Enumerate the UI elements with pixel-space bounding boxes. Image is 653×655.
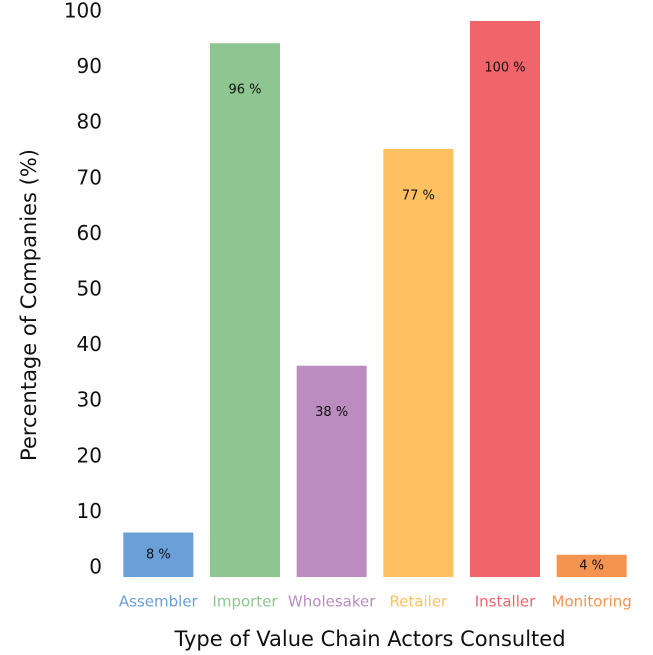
y-tick-label: 70 [77, 165, 102, 189]
y-tick-label: 50 [77, 277, 102, 301]
x-tick-label: Importer [212, 593, 278, 611]
data-label: 38 % [315, 405, 348, 420]
data-label: 100 % [484, 61, 525, 76]
y-tick-label: 20 [77, 443, 102, 467]
bar [296, 365, 367, 577]
data-label: 96 % [228, 83, 261, 98]
y-tick-label: 90 [77, 54, 102, 78]
bar [556, 554, 627, 577]
x-tick-label: Wholesaker [288, 593, 376, 611]
y-tick-label: 100 [64, 0, 102, 23]
x-tick-label: Monitoring [552, 593, 632, 611]
x-tick-label: Installer [475, 593, 536, 611]
y-tick-label: 80 [77, 110, 102, 134]
x-axis-title: Type of Value Chain Actors Consulted [173, 627, 565, 651]
data-label: 4 % [579, 558, 604, 573]
data-label: 8 % [146, 547, 171, 562]
y-tick-label: 10 [77, 499, 102, 523]
y-tick-label: 0 [89, 555, 102, 579]
x-tick-label: Retailer [389, 593, 448, 611]
bar [123, 532, 194, 577]
y-tick-label: 40 [77, 332, 102, 356]
bar [210, 43, 280, 578]
data-label: 77 % [402, 188, 435, 203]
y-tick-label: 30 [77, 388, 102, 412]
bar [383, 148, 454, 577]
bar [470, 21, 540, 577]
y-axis-title: Percentage of Companies (%) [17, 149, 41, 461]
x-tick-label: Assembler [119, 593, 199, 611]
y-tick-label: 60 [77, 221, 102, 245]
